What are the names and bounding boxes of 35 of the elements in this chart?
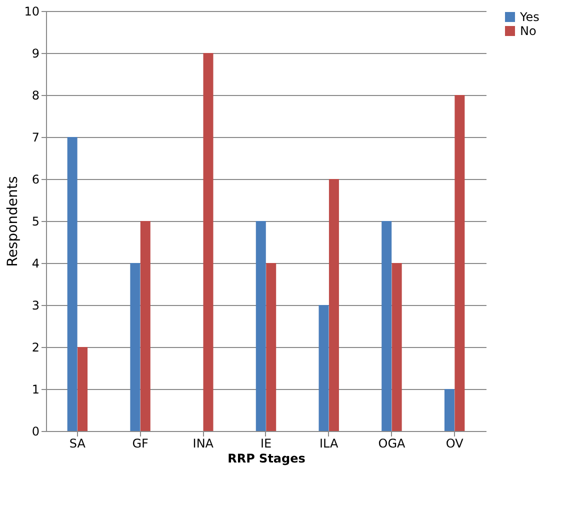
x-tick-label: IE (260, 436, 272, 450)
y-axis-title: Respondents (5, 176, 22, 267)
y-tick-label: 9 (32, 46, 40, 60)
x-tick-label: GF (132, 436, 148, 450)
x-tick-label: INA (192, 436, 214, 450)
x-tick-label: ILA (320, 436, 339, 450)
x-tick-label: OGA (378, 436, 406, 450)
bar (454, 95, 465, 431)
x-tick-label: OV (446, 436, 464, 450)
bar (328, 179, 339, 431)
y-tick-label: 8 (32, 88, 40, 102)
bar (67, 137, 78, 431)
y-tick-label: 5 (32, 214, 40, 228)
y-tick-label: 2 (32, 340, 40, 354)
x-axis-title: RRP Stages (228, 452, 306, 466)
y-tick-label: 10 (24, 4, 40, 18)
bar (382, 221, 392, 431)
y-tick-label: 1 (32, 382, 40, 396)
legend-label: Yes (519, 10, 540, 24)
bar (318, 305, 329, 431)
bar (444, 389, 454, 431)
y-tick-label: 0 (32, 424, 40, 438)
bar (140, 221, 150, 431)
y-tick-label: 7 (32, 130, 40, 144)
y-tick-label: 6 (32, 172, 40, 186)
bar (392, 263, 402, 431)
bar (130, 263, 140, 431)
x-tick-label: SA (69, 436, 86, 450)
bar (256, 221, 266, 431)
y-tick-label: 4 (32, 256, 40, 270)
legend-label: No (520, 24, 536, 38)
bar (78, 347, 88, 431)
bar (266, 263, 276, 431)
bar (203, 53, 214, 431)
y-tick-label: 3 (32, 298, 40, 312)
